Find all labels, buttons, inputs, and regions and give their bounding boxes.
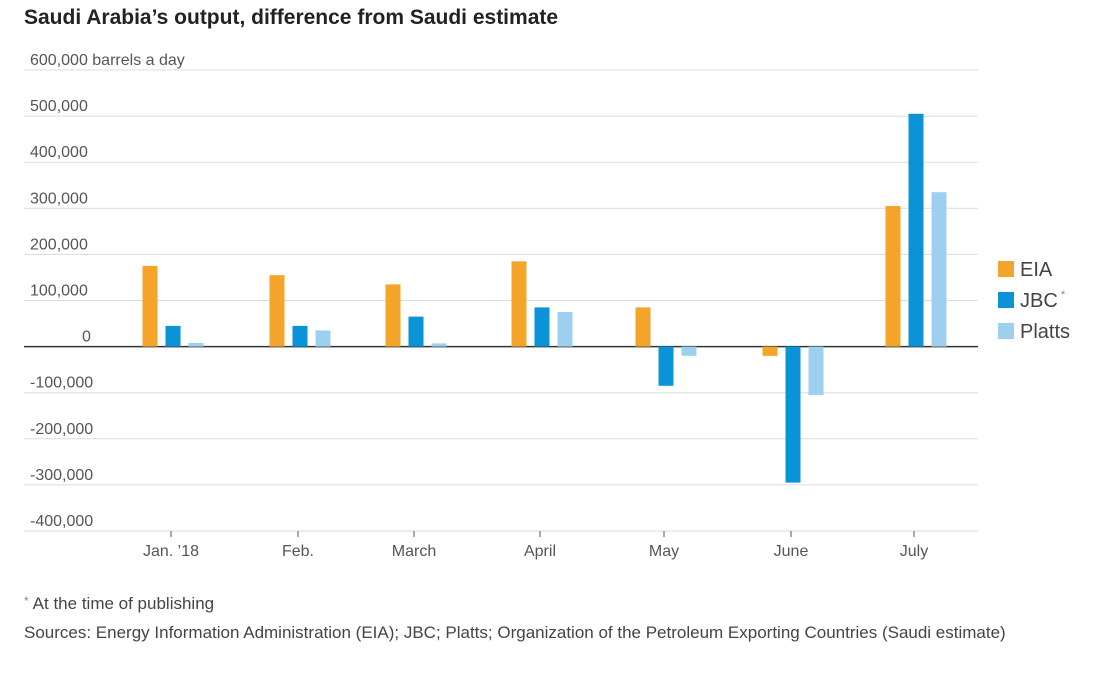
bar-jbc-2: [408, 316, 424, 347]
bar-jbc-0: [165, 325, 181, 347]
bar-eia-2: [385, 284, 401, 347]
y-tick-label: -200,000: [30, 421, 93, 438]
x-tick-label: July: [900, 543, 928, 560]
footnote-text: At the time of publishing: [32, 594, 215, 613]
bar-platts-1: [315, 330, 331, 347]
bar-platts-3: [557, 312, 573, 347]
bar-platts-0: [188, 342, 204, 347]
bar-platts-5: [808, 346, 824, 396]
bar-eia-3: [511, 261, 527, 347]
x-tick-label: March: [392, 543, 436, 560]
y-tick-label: 600,000 barrels a day: [30, 52, 185, 69]
y-tick-label: 0: [82, 329, 91, 346]
y-tick-label: 400,000: [30, 144, 88, 161]
legend-swatch-jbc: [998, 292, 1014, 308]
bar-eia-6: [885, 205, 901, 347]
bar-eia-1: [269, 275, 285, 347]
x-tick-label: April: [524, 543, 556, 560]
chart-title: Saudi Arabia’s output, difference from S…: [24, 6, 559, 29]
bar-platts-4: [681, 346, 697, 356]
y-tick-label: -300,000: [30, 467, 93, 484]
legend-swatch-eia: [998, 261, 1014, 277]
legend-swatch-platts: [998, 323, 1014, 339]
x-tick-label: May: [649, 543, 679, 560]
bar-jbc-4: [658, 346, 674, 386]
y-tick-label: 200,000: [30, 236, 88, 253]
legend-footnote-marker: *: [1061, 289, 1066, 301]
footnote-marker: *: [24, 594, 29, 608]
y-tick-label: 100,000: [30, 283, 88, 300]
bar-platts-2: [431, 343, 447, 347]
legend-label-platts: Platts: [1020, 321, 1070, 343]
bar-eia-4: [635, 307, 651, 347]
bar-jbc-6: [908, 113, 924, 347]
x-tick-label: Jan. ’18: [143, 543, 199, 560]
bar-jbc-3: [534, 307, 550, 347]
bar-eia-0: [142, 265, 158, 347]
x-tick-label: June: [774, 543, 809, 560]
bar-chart: 600,000 barrels a day 500,000 400,000 300,0…: [24, 52, 1070, 560]
y-tick-label: -400,000: [30, 513, 93, 530]
bar-jbc-1: [292, 325, 308, 347]
footnote: * At the time of publishing: [24, 594, 214, 614]
y-tick-label: 500,000: [30, 98, 88, 115]
bar-jbc-5: [785, 346, 801, 483]
bar-platts-6: [931, 192, 947, 347]
x-tick-label: Feb.: [282, 543, 314, 560]
bar-eia-5: [762, 346, 778, 356]
sources-note: Sources: Energy Information Administrati…: [24, 623, 1006, 642]
legend-label-jbc: JBC: [1020, 290, 1058, 312]
legend-label-eia: EIA: [1020, 259, 1053, 281]
y-tick-label: -100,000: [30, 375, 93, 392]
y-tick-label: 300,000: [30, 190, 88, 207]
